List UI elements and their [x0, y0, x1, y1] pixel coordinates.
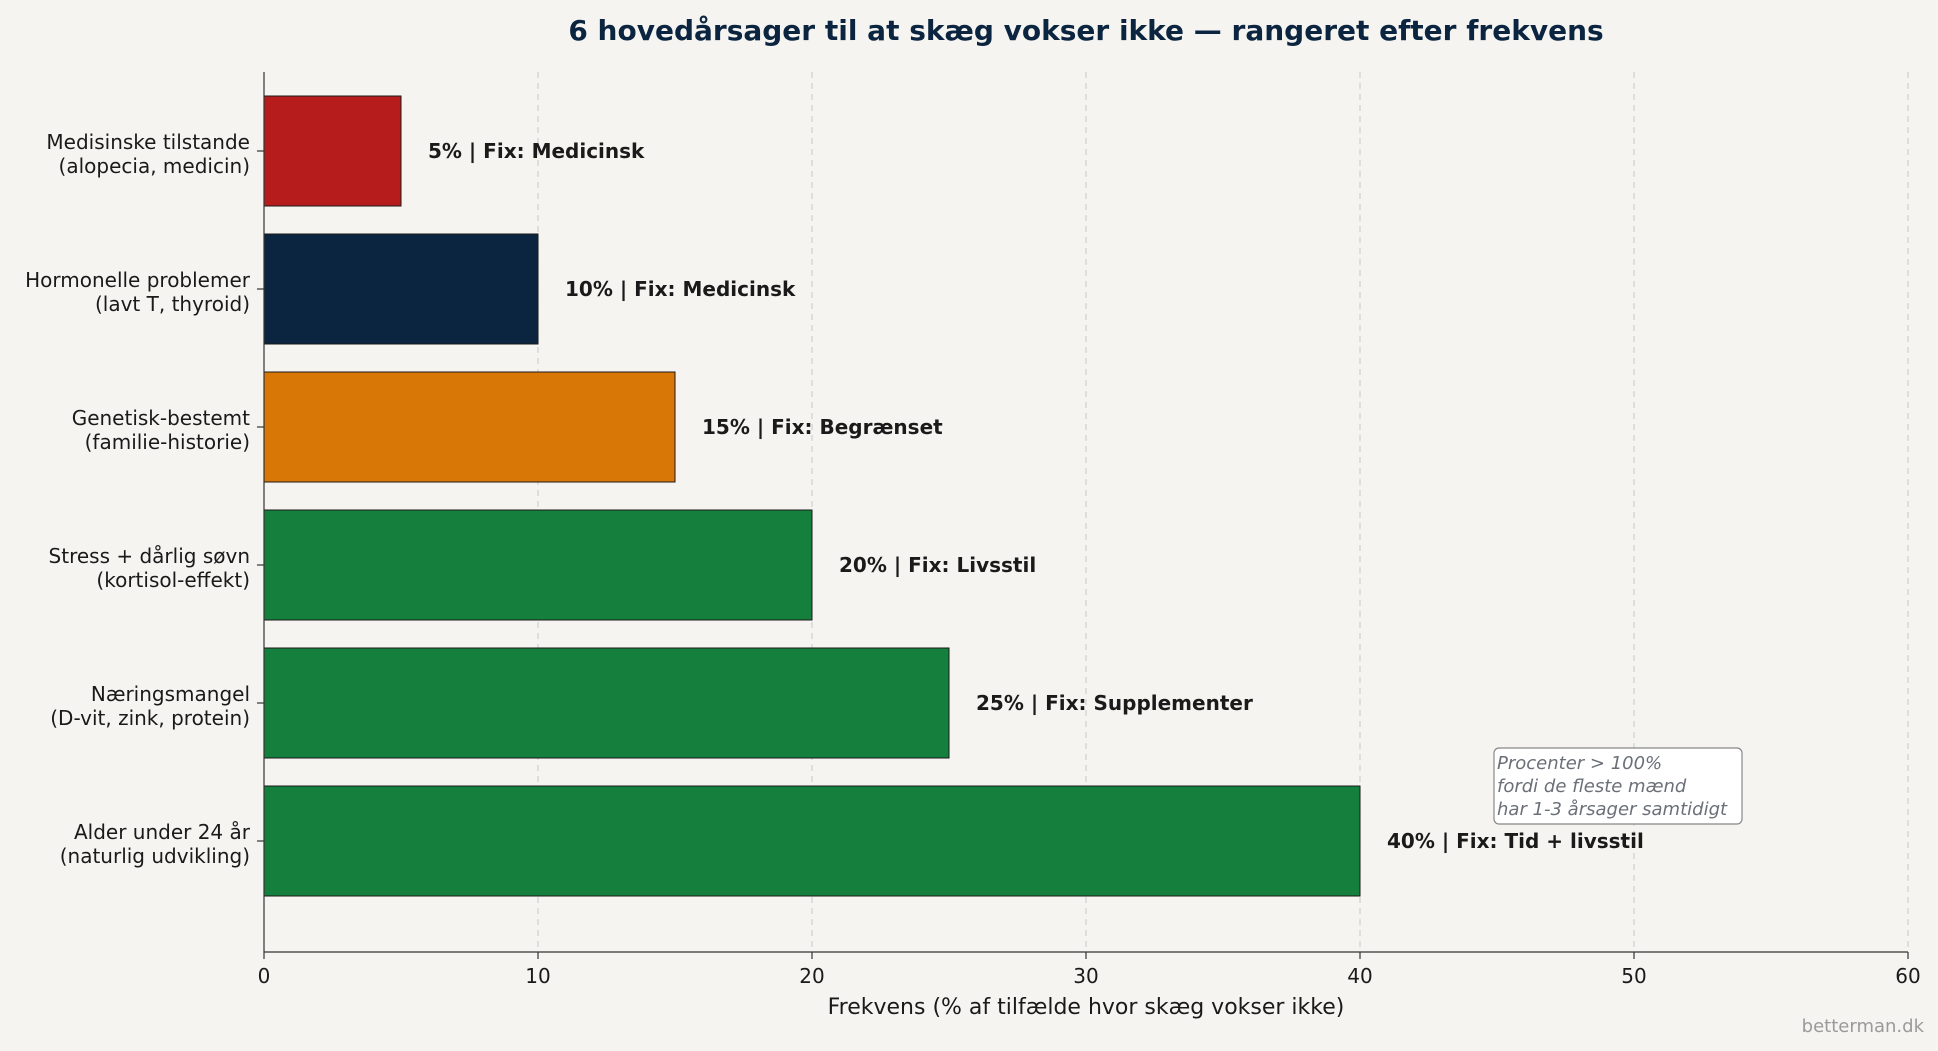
y-category-labels: Medisinske tilstande(alopecia, medicin) H…: [25, 130, 264, 868]
category-sublabel: (kortisol-effekt): [96, 568, 250, 592]
category-label: Stress + dårlig søvn: [49, 544, 250, 568]
data-label: 40% | Fix: Tid + livsstil: [1387, 829, 1644, 853]
data-label: 20% | Fix: Livsstil: [839, 553, 1036, 577]
category-sublabel: (alopecia, medicin): [59, 154, 250, 178]
x-tick-label: 20: [799, 964, 824, 988]
data-labels: 5% | Fix: Medicinsk 10% | Fix: Medicinsk 1…: [428, 139, 1644, 853]
annotation-line: har 1-3 årsager samtidigt: [1497, 799, 1728, 820]
bar: [263, 647, 950, 759]
bar: [263, 233, 539, 345]
bars: [263, 95, 1361, 897]
category-label: Næringsmangel: [91, 682, 250, 706]
x-tick-label: 40: [1347, 964, 1372, 988]
bar: [263, 785, 1361, 897]
bar: [263, 95, 402, 207]
annotation-line: Procenter > 100%: [1497, 753, 1662, 774]
data-label: 15% | Fix: Begrænset: [702, 415, 943, 439]
chart-title: 6 hovedårsager til at skæg vokser ikke —…: [568, 14, 1603, 47]
x-tick-label: 30: [1073, 964, 1098, 988]
x-ticks: 0 10 20 30 40 50 60: [258, 952, 1921, 988]
category-sublabel: (lavt T, thyroid): [95, 292, 250, 316]
data-label: 5% | Fix: Medicinsk: [428, 139, 645, 163]
category-label: Alder under 24 år: [74, 820, 251, 844]
category-label: Genetisk-bestemt: [72, 406, 250, 430]
category-sublabel: (D-vit, zink, protein): [50, 706, 250, 730]
bar: [263, 509, 813, 621]
credit-text: betterman.dk: [1802, 1016, 1925, 1037]
annotation-box: Procenter > 100%fordi de fleste mændhar …: [1493, 747, 1743, 825]
data-label: 25% | Fix: Supplementer: [976, 691, 1253, 715]
category-label: Hormonelle problemer: [25, 268, 251, 292]
bar: [263, 371, 676, 483]
category-label: Medisinske tilstande: [46, 130, 250, 154]
category-sublabel: (familie-historie): [85, 430, 250, 454]
x-axis-title: Frekvens (% af tilfælde hvor skæg vokser…: [828, 995, 1345, 1020]
annotation-frame: [1493, 747, 1743, 825]
x-tick-label: 60: [1895, 964, 1920, 988]
x-tick-label: 50: [1621, 964, 1646, 988]
x-tick-label: 10: [525, 964, 550, 988]
x-tick-label: 0: [258, 964, 271, 988]
data-label: 10% | Fix: Medicinsk: [565, 277, 796, 301]
category-sublabel: (naturlig udvikling): [60, 844, 250, 868]
annotation-line: fordi de fleste mænd: [1497, 776, 1687, 797]
